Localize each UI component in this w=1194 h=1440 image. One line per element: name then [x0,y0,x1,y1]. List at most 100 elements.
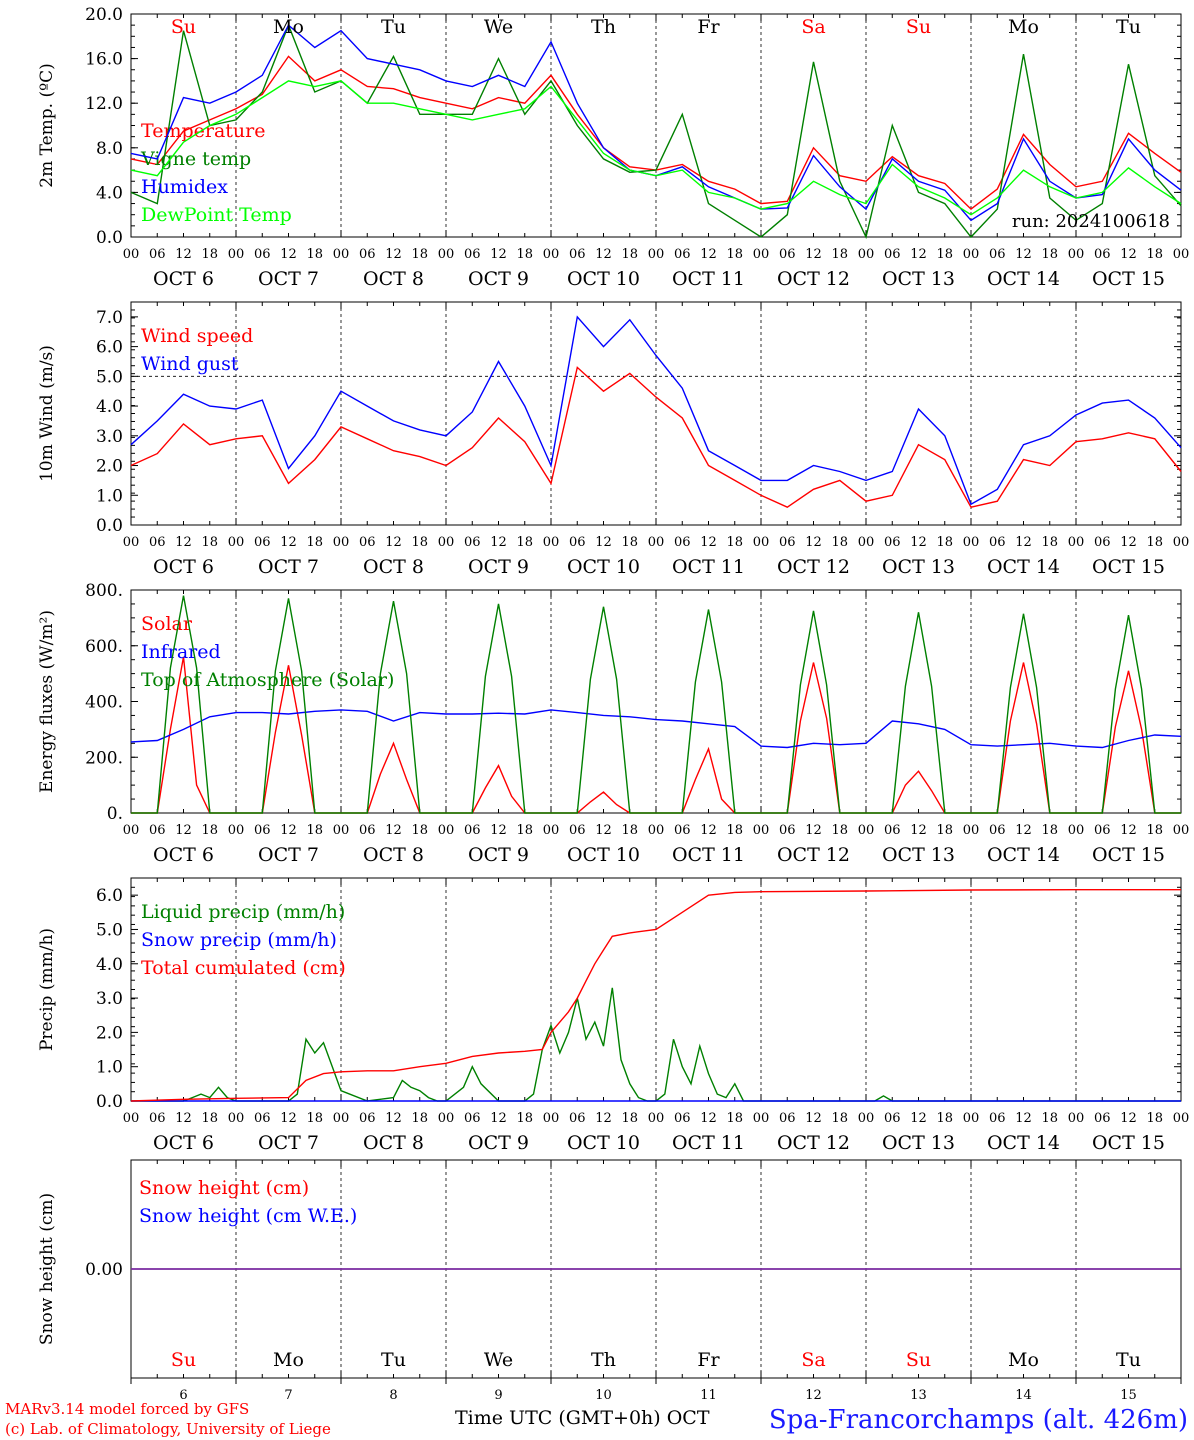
hour-label: 12 [910,823,927,838]
hour-label: 18 [621,823,638,838]
hour-label: 18 [1146,247,1163,262]
y-tick-label: 5.0 [96,920,123,940]
hour-label: 06 [989,823,1006,838]
date-label: OCT 14 [987,844,1060,866]
hour-label: 00 [753,535,770,550]
hour-label: 18 [936,247,953,262]
hour-label: 18 [411,247,428,262]
y-tick-label: 2.0 [96,1023,123,1043]
series-line-3-2 [130,889,1181,1102]
hour-label: 00 [648,1111,665,1126]
hour-label: 18 [936,1111,953,1126]
run-annotation: run: 2024100618 [1012,211,1170,232]
hour-label: 12 [280,823,297,838]
legend-entry: Infrared [141,641,221,663]
y-tick-label: 0.0 [96,516,123,536]
y-tick-label: 12.0 [85,94,123,114]
y-tick-label: 8.0 [96,139,123,159]
hour-label: 06 [674,535,691,550]
y-axis-label: Snow height (cm) [37,1193,57,1345]
hour-label: 00 [648,247,665,262]
hour-label: 18 [1041,1111,1058,1126]
hour-label: 12 [595,823,612,838]
hour-label: 00 [648,823,665,838]
x-axis-label: Time UTC (GMT+0h) OCT [455,1407,710,1429]
hour-label: 18 [411,823,428,838]
hour-label: 00 [648,535,665,550]
hour-label: 18 [411,1111,428,1126]
date-label: OCT 15 [1092,268,1165,290]
hour-label: 18 [726,247,743,262]
date-label: OCT 15 [1092,556,1165,578]
y-tick-label: 4.0 [96,397,123,417]
weekday-label-bottom: Su [171,1349,196,1371]
hour-label: 18 [306,823,323,838]
day-number: 15 [1120,1388,1137,1403]
y-tick-label: 6.0 [96,886,123,906]
hour-label: 06 [254,535,271,550]
legend-entry: Total cumulated (cm) [141,957,346,979]
hour-label: 12 [175,535,192,550]
day-number: 7 [284,1388,292,1403]
date-label: OCT 12 [777,556,850,578]
y-tick-label: 1.0 [96,1058,123,1078]
hour-label: 18 [516,247,533,262]
date-label: OCT 14 [987,1132,1060,1154]
hour-label: 12 [490,823,507,838]
legend-entry: Snow height (cm W.E.) [139,1205,357,1227]
hour-label: 12 [805,535,822,550]
y-tick-label: 200. [85,748,123,768]
date-label: OCT 7 [258,268,319,290]
date-label: OCT 7 [258,844,319,866]
weekday-label-bottom: Mo [1008,1349,1039,1371]
date-label: OCT 10 [567,268,640,290]
hour-label: 18 [201,535,218,550]
hour-label: 12 [1015,535,1032,550]
day-number: 8 [389,1388,397,1403]
hour-label: 06 [779,535,796,550]
hour-label: 06 [1094,535,1111,550]
hour-label: 12 [595,535,612,550]
hour-label: 12 [805,1111,822,1126]
hour-label: 12 [280,535,297,550]
legend-entry: Vigne temp [140,148,251,170]
y-tick-label: 3.0 [96,989,123,1009]
weekday-label-top: Su [906,16,931,38]
date-label: OCT 14 [987,268,1060,290]
hour-label: 12 [1120,1111,1137,1126]
hour-label: 18 [306,1111,323,1126]
hour-label: 18 [621,247,638,262]
hour-label: 06 [674,1111,691,1126]
hour-label: 18 [516,1111,533,1126]
weekday-label-bottom: Tu [381,1349,406,1371]
hour-label: 06 [149,535,166,550]
date-label: OCT 8 [363,556,424,578]
hour-label: 06 [149,247,166,262]
hour-label: 06 [1094,1111,1111,1126]
hour-label: 00 [858,1111,875,1126]
weekday-label-top: Sa [801,16,825,38]
date-label: OCT 11 [672,844,745,866]
hour-label: 12 [385,247,402,262]
hour-label: 06 [464,247,481,262]
date-label: OCT 11 [672,268,745,290]
hour-label: 18 [201,823,218,838]
legend-entry: DewPoint Temp [141,204,292,226]
y-tick-label: 7.0 [96,308,123,328]
hour-label: 00 [228,247,245,262]
day-number: 10 [595,1388,612,1403]
hour-label: 12 [910,535,927,550]
y-tick-label: 5.0 [96,367,123,387]
hour-label: 18 [306,247,323,262]
hour-label: 12 [1015,247,1032,262]
hour-label: 12 [700,1111,717,1126]
series-line-0-0 [130,55,1182,211]
hour-label: 18 [1146,823,1163,838]
y-tick-label: 0.0 [96,228,123,248]
y-axis-label: 2m Temp. (ºC) [37,63,57,188]
date-label: OCT 15 [1092,844,1165,866]
legend-entry: Temperature [141,120,265,142]
hour-label: 00 [858,823,875,838]
hour-label: 00 [1173,247,1190,262]
hour-label: 06 [254,823,271,838]
